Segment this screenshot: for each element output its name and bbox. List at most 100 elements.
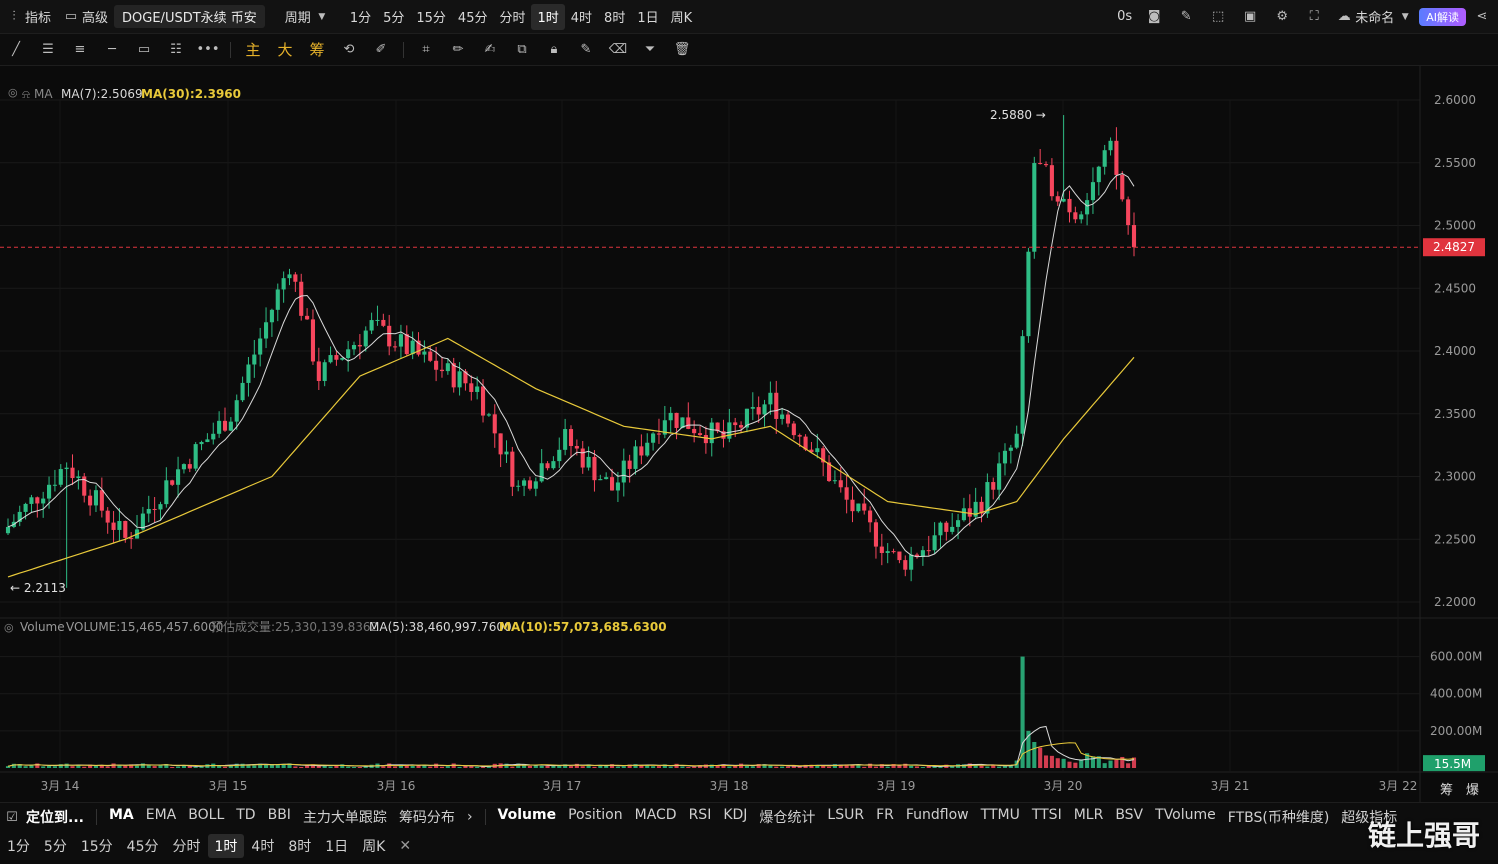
volume-bar [750, 766, 755, 768]
candle-body [199, 442, 204, 445]
main-indicator-5[interactable]: 主力大单跟踪 [302, 810, 387, 826]
main-indicator-2[interactable]: BOLL [188, 807, 225, 823]
ai-button[interactable]: AI解读 [1419, 7, 1466, 26]
sub-indicator-4[interactable]: KDJ [723, 807, 748, 823]
chip-label[interactable]: 筹 [1440, 782, 1453, 798]
bottom-interval-tab-3[interactable]: 45分 [126, 838, 159, 855]
trend-line-icon[interactable]: ╱ [12, 42, 20, 57]
price-tick: 2.3000 [1434, 470, 1476, 484]
bottom-interval-tab-2[interactable]: 15分 [80, 838, 113, 855]
locate-button[interactable]: 定位到... [26, 810, 84, 826]
volume-bar [539, 765, 544, 768]
gear-icon[interactable]: ⚙ [1276, 9, 1289, 24]
interval-tab-3[interactable]: 45分 [457, 11, 488, 26]
collapse-icon[interactable]: ◎ [4, 621, 14, 634]
interval-tab-0[interactable]: 1分 [349, 11, 372, 26]
interval-tab-6[interactable]: 4时 [570, 11, 593, 26]
indicators-label: 指标 [25, 11, 52, 26]
advanced-button[interactable]: ▭ 高级 [57, 4, 114, 30]
sub-indicator-8[interactable]: Fundflow [905, 807, 969, 823]
fib-icon[interactable]: ☷ [170, 42, 182, 57]
volume-bar [510, 766, 515, 768]
bottom-interval-tab-7[interactable]: 8时 [288, 838, 312, 855]
rectangle-icon[interactable]: ▭ [137, 42, 151, 57]
main-indicator-1[interactable]: EMA [145, 807, 177, 823]
volume-bar [305, 765, 310, 768]
sub-indicator-0[interactable]: Volume [497, 807, 557, 823]
volume-bar [598, 765, 603, 768]
bottom-interval-tab-5[interactable]: 1时 [207, 833, 245, 858]
sub-indicator-14[interactable]: FTBS(币种维度) [1227, 810, 1330, 826]
compare-icon[interactable]: ⧉ [517, 42, 527, 57]
horizontal-lines-icon[interactable]: ≡ [74, 42, 86, 57]
main-indicator-6[interactable]: 筹码分布 [398, 810, 455, 826]
layout-dropdown[interactable]: ☁ 未命名 ▼ [1330, 4, 1419, 30]
horizontal-line-icon[interactable]: ─ [108, 42, 116, 57]
sub-indicator-9[interactable]: TTMU [980, 807, 1020, 823]
interval-tab-9[interactable]: 周K [670, 11, 693, 26]
interval-tab-1[interactable]: 5分 [383, 11, 405, 26]
bottom-interval-tab-8[interactable]: 1日 [325, 838, 349, 855]
sub-indicator-5[interactable]: 爆仓统计 [759, 810, 816, 826]
brush-icon[interactable]: ✐ [375, 42, 387, 57]
interval-tab-8[interactable]: 1日 [637, 11, 659, 26]
edit-icon[interactable]: ✎ [580, 42, 592, 57]
share-icon[interactable]: ⋖ [1476, 9, 1488, 24]
window-icon[interactable]: ⬚ [1212, 9, 1225, 24]
main-indicator-4[interactable]: BBI [267, 807, 291, 823]
parallel-lines-icon[interactable]: ☰ [42, 42, 54, 57]
sub-indicator-12[interactable]: BSV [1115, 807, 1144, 823]
collapse-icon[interactable]: ◎ [8, 86, 18, 99]
candle-body [891, 551, 896, 553]
interval-tab-7[interactable]: 8时 [604, 11, 626, 26]
draw-icon[interactable]: ✍ [484, 42, 496, 57]
bell-icon[interactable]: ⍾ [22, 87, 30, 101]
sub-indicator-7[interactable]: FR [876, 807, 894, 823]
indicators-button[interactable]: ⫶ 指标 [0, 4, 57, 30]
bottom-interval-tab-0[interactable]: 1分 [7, 838, 30, 855]
pencil-icon[interactable]: ✎ [1180, 9, 1192, 24]
fullscreen-icon[interactable]: ⛶ [1309, 9, 1319, 24]
main-indicator-3[interactable]: TD [236, 807, 256, 823]
chevron-right-icon[interactable]: › [466, 809, 473, 825]
main-indicator-0[interactable]: MA [108, 807, 134, 823]
save-layout-icon[interactable]: ▣ [1244, 9, 1257, 24]
lock-icon[interactable]: 🔒︎ [550, 42, 558, 57]
price-chart[interactable]: 2.4827 2.5880 → ← 2.2113 2.6000 2.5500 2.5… [0, 66, 1498, 802]
bottom-interval-tab-6[interactable]: 4时 [251, 838, 275, 855]
more-tools-icon[interactable]: ••• [196, 42, 220, 57]
eraser-icon[interactable]: ⌫ [608, 42, 628, 57]
interval-tab-4[interactable]: 分时 [499, 11, 526, 26]
sub-indicator-1[interactable]: Position [568, 807, 623, 823]
candle-body [985, 482, 990, 514]
bottom-interval-tab-1[interactable]: 5分 [43, 838, 67, 855]
bottom-interval-tab-9[interactable]: 周K [362, 838, 386, 855]
sub-indicator-10[interactable]: TTSI [1031, 807, 1062, 823]
close-icon[interactable]: ✕ [399, 837, 412, 854]
bottom-interval-tab-4[interactable]: 分时 [172, 838, 201, 855]
sub-indicator-11[interactable]: MLR [1073, 807, 1104, 823]
liquidation-label[interactable]: 爆 [1466, 783, 1479, 798]
period-dropdown[interactable]: 周期 ▼ [279, 4, 336, 30]
sub-indicator-6[interactable]: LSUR [827, 807, 865, 823]
interval-tab-2[interactable]: 15分 [416, 11, 446, 26]
sub-indicator-15[interactable]: 超级指标 [1341, 810, 1398, 826]
main-force-tool[interactable]: 主 [245, 41, 261, 59]
crop-icon[interactable]: ⌗ [422, 42, 430, 57]
sub-indicator-2[interactable]: MACD [634, 807, 677, 823]
trash-icon[interactable]: 🗑︎ [673, 42, 691, 57]
candle-body [29, 497, 34, 504]
ruler-icon[interactable]: ✏ [452, 42, 464, 57]
candle-body [709, 422, 714, 444]
volume-bar [633, 764, 638, 768]
chip-tool[interactable]: 筹 [309, 41, 325, 59]
filter-icon[interactable]: ⏷ [644, 42, 656, 57]
magnet-icon[interactable]: ⟲ [343, 42, 355, 57]
candle-body [1067, 198, 1072, 213]
camera-icon[interactable]: ◙ [1147, 9, 1161, 24]
symbol-selector[interactable]: DOGE/USDT永续 币安 [114, 5, 265, 28]
sub-indicator-3[interactable]: RSI [688, 807, 712, 823]
big-order-tool[interactable]: 大 [277, 41, 293, 59]
interval-tab-5[interactable]: 1时 [531, 3, 565, 30]
sub-indicator-13[interactable]: TVolume [1155, 807, 1216, 823]
